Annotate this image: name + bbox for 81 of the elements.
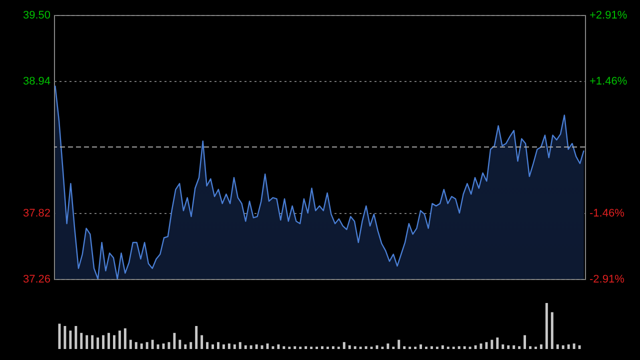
bar bbox=[398, 340, 400, 349]
y-tick-label: 37.82 bbox=[22, 208, 50, 220]
bar bbox=[74, 326, 78, 349]
bar bbox=[485, 342, 488, 349]
bar bbox=[233, 344, 236, 349]
bar bbox=[260, 345, 264, 349]
bar bbox=[255, 344, 258, 349]
bar bbox=[173, 332, 176, 349]
bar bbox=[321, 346, 324, 349]
bar bbox=[420, 344, 422, 349]
bar bbox=[364, 346, 368, 349]
y2-tick-label: +1.46% bbox=[590, 75, 628, 88]
bar bbox=[108, 332, 110, 349]
bar bbox=[216, 342, 220, 349]
bar bbox=[304, 346, 308, 349]
bar bbox=[507, 345, 510, 349]
bar bbox=[463, 346, 466, 349]
bar bbox=[545, 303, 548, 349]
bar bbox=[342, 342, 346, 349]
bar bbox=[502, 344, 504, 349]
bar bbox=[184, 344, 187, 349]
bar bbox=[86, 335, 88, 349]
bar bbox=[102, 335, 104, 349]
bar bbox=[376, 345, 378, 349]
bar bbox=[64, 326, 66, 349]
bar bbox=[146, 342, 148, 349]
bar bbox=[540, 344, 542, 349]
bar bbox=[277, 344, 280, 349]
bar bbox=[332, 346, 334, 349]
bar bbox=[118, 330, 121, 349]
bar bbox=[403, 346, 406, 349]
bar bbox=[129, 340, 132, 349]
bar bbox=[222, 344, 225, 349]
bar bbox=[80, 332, 83, 349]
bar bbox=[496, 338, 499, 349]
bar bbox=[272, 346, 274, 349]
bar bbox=[512, 345, 516, 349]
y2-tick-label: -2.91% bbox=[590, 274, 625, 286]
bar bbox=[578, 345, 581, 349]
y-tick-label: 39.50 bbox=[22, 10, 50, 22]
bar bbox=[134, 342, 138, 349]
bar bbox=[178, 340, 182, 349]
bar bbox=[244, 345, 247, 349]
bar bbox=[212, 344, 214, 349]
bar bbox=[206, 342, 209, 349]
bar bbox=[562, 345, 564, 349]
y-tick-label: 37.26 bbox=[22, 274, 50, 286]
y-tick-label: 38.94 bbox=[22, 76, 50, 88]
bar bbox=[550, 312, 554, 349]
bar bbox=[195, 326, 198, 349]
bar bbox=[151, 340, 154, 349]
bar bbox=[250, 345, 252, 349]
bar bbox=[140, 343, 143, 349]
bar bbox=[458, 346, 460, 349]
bar bbox=[168, 342, 170, 349]
bar bbox=[348, 345, 351, 349]
bar bbox=[294, 346, 296, 349]
y2-tick-label: -1.46% bbox=[590, 208, 625, 220]
bar bbox=[490, 340, 494, 349]
bar bbox=[112, 335, 116, 349]
bar bbox=[386, 343, 390, 349]
bar bbox=[228, 343, 230, 349]
bar bbox=[529, 346, 532, 349]
bar bbox=[96, 338, 100, 349]
y2-tick-label: +2.91% bbox=[590, 10, 628, 22]
bar bbox=[58, 324, 61, 349]
bar bbox=[124, 328, 126, 349]
bar bbox=[69, 330, 72, 349]
bar bbox=[441, 345, 444, 349]
bar bbox=[572, 343, 576, 349]
bar bbox=[567, 344, 570, 349]
bar bbox=[430, 346, 433, 349]
bar bbox=[354, 346, 356, 349]
bar bbox=[238, 342, 242, 349]
bar bbox=[200, 335, 204, 349]
bar bbox=[556, 344, 559, 349]
bar bbox=[524, 335, 526, 349]
bar bbox=[518, 346, 521, 349]
bar bbox=[282, 346, 286, 349]
bar bbox=[91, 335, 94, 349]
bar bbox=[190, 342, 192, 349]
